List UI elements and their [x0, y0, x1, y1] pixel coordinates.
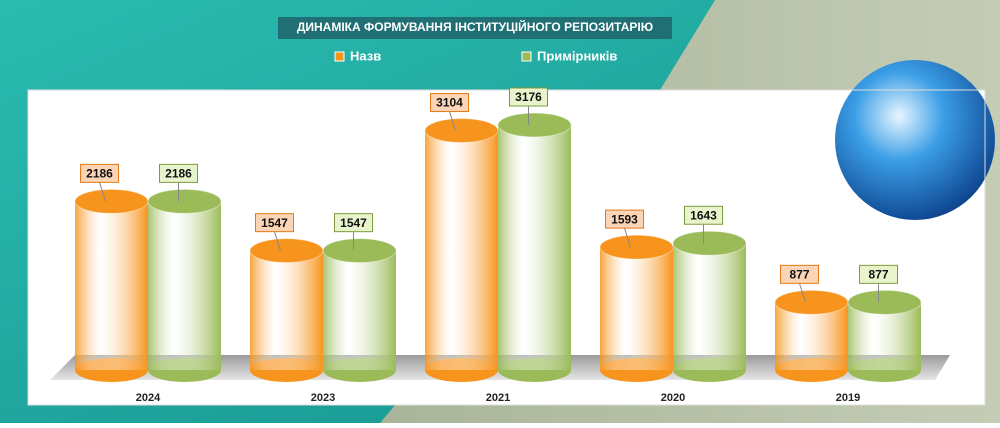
- data-label: 2186: [165, 167, 192, 181]
- bar: [148, 201, 221, 370]
- data-label: 1593: [611, 212, 638, 226]
- bar-cap: [322, 238, 397, 264]
- data-label: 3104: [436, 96, 463, 110]
- data-label: 1643: [690, 208, 717, 222]
- plot-border: [27, 89, 986, 406]
- data-label-box: [684, 205, 723, 225]
- legend-label: Примірників: [537, 48, 617, 63]
- bar: [75, 201, 148, 370]
- data-label-box: [334, 213, 373, 233]
- bar-cap: [74, 188, 149, 214]
- data-label-box: [859, 264, 898, 284]
- chart-title: ДИНАМІКА ФОРМУВАННЯ ІНСТИТУЦІЙНОГО РЕПОЗ…: [297, 19, 653, 34]
- data-label-box: [780, 264, 819, 284]
- globe-decoration: [835, 60, 995, 220]
- label-leader: [99, 182, 106, 202]
- bar-cap: [599, 234, 674, 260]
- x-tick-label: 2020: [661, 392, 685, 404]
- title-box: [278, 17, 672, 39]
- data-label: 2186: [86, 167, 113, 181]
- x-tick-label: 2019: [836, 392, 860, 404]
- data-label: 877: [868, 268, 888, 282]
- plot: 2024 2186 2186 2023 1547 1547 2021 3104 3176 2020…: [74, 87, 922, 404]
- legend-swatch: [334, 51, 345, 62]
- bar: [323, 250, 396, 370]
- label-leader: [274, 231, 281, 251]
- bar: [498, 125, 571, 370]
- legend-label: Назв: [350, 48, 381, 63]
- bar-cap: [497, 112, 572, 138]
- bar-cap: [147, 188, 222, 214]
- bar: [250, 250, 323, 370]
- x-tick-label: 2024: [136, 392, 161, 404]
- x-tick-label: 2021: [486, 392, 510, 404]
- bar-cap: [847, 289, 922, 315]
- data-label-box: [605, 209, 644, 229]
- data-label-box: [255, 213, 294, 233]
- label-leader: [624, 227, 631, 248]
- data-label-box: [80, 163, 119, 183]
- bar: [673, 243, 746, 370]
- data-label-box: [159, 163, 198, 183]
- data-label: 1547: [340, 216, 367, 230]
- bar-cap: [249, 238, 324, 264]
- bar: [425, 130, 498, 370]
- data-label: 3176: [515, 90, 542, 104]
- data-label: 877: [789, 268, 809, 282]
- label-leader: [449, 111, 456, 131]
- bar-cap: [672, 230, 747, 256]
- bar-cap: [774, 289, 849, 315]
- bar: [600, 247, 673, 370]
- label-leader: [799, 283, 806, 303]
- legend: Назв Примірників: [334, 48, 617, 63]
- x-tick-label: 2023: [311, 392, 335, 404]
- data-label-box: [509, 87, 548, 107]
- data-label: 1547: [261, 216, 288, 230]
- legend-swatch: [521, 51, 532, 62]
- bar-cap: [424, 118, 499, 144]
- data-label-box: [430, 93, 469, 113]
